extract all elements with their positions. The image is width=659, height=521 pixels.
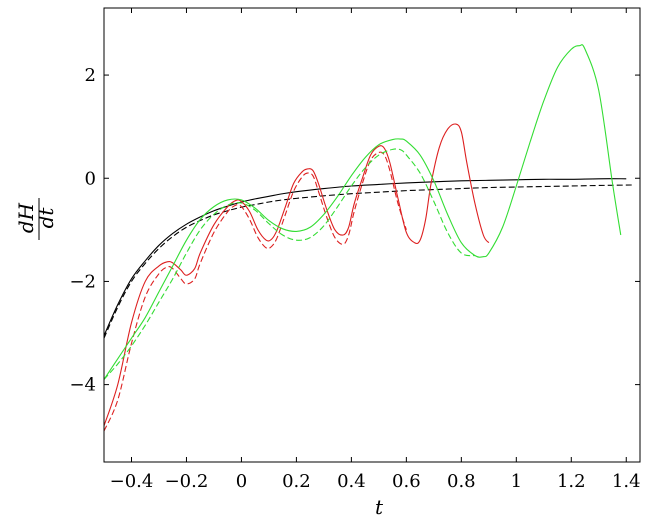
- y-tick-label: 2: [85, 65, 96, 86]
- x-tick-label: −0.2: [165, 471, 209, 492]
- series-line-6: [104, 148, 476, 380]
- series-line-3: [104, 123, 490, 427]
- x-tick-label: 0.6: [392, 471, 421, 492]
- x-tick-label: 1.2: [557, 471, 586, 492]
- x-tick-label: 0.2: [282, 471, 311, 492]
- y-axis-label: dH dt: [14, 198, 58, 240]
- series-line-5: [104, 44, 622, 380]
- y-axis-label-denominator: dt: [34, 207, 58, 229]
- series-line-1: [104, 178, 627, 336]
- series-layer: [104, 44, 635, 432]
- series-line-2: [104, 184, 635, 339]
- y-axis-label-numerator: dH: [14, 202, 38, 233]
- y-tick-label: −2: [69, 271, 96, 292]
- x-tick-label: −0.4: [110, 471, 154, 492]
- x-tick-label: 1.4: [612, 471, 641, 492]
- tick-layer: −0.4 −0.2 0 0.2 0.4 0.6 0.8 1 1.2 1.4 −4 −2 0 2: [69, 8, 641, 492]
- series-line-4: [104, 151, 407, 432]
- y-tick-label: 0: [85, 168, 96, 189]
- x-tick-label: 0: [236, 471, 247, 492]
- x-tick-label: 1: [511, 471, 522, 492]
- x-tick-label: 0.4: [337, 471, 366, 492]
- y-tick-label: −4: [69, 375, 96, 396]
- x-axis-label: t: [375, 495, 384, 519]
- plot-frame: [103, 7, 641, 463]
- x-tick-label: 0.8: [447, 471, 476, 492]
